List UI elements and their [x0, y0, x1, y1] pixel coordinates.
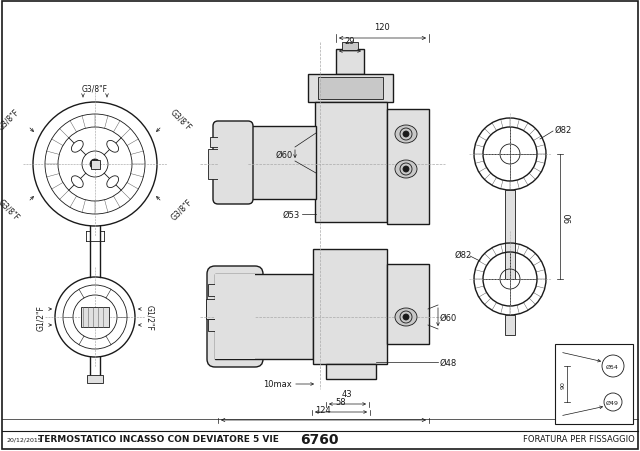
Text: 29: 29 — [345, 37, 355, 46]
Ellipse shape — [395, 308, 417, 326]
Text: 124: 124 — [315, 405, 331, 414]
Circle shape — [403, 132, 409, 138]
Text: Ø48: Ø48 — [440, 358, 457, 367]
Circle shape — [90, 160, 100, 170]
Text: Ø60: Ø60 — [440, 313, 457, 322]
Text: Ø49: Ø49 — [605, 400, 618, 405]
Bar — [313, 249, 387, 364]
Text: G3/8"F: G3/8"F — [82, 84, 108, 93]
FancyBboxPatch shape — [213, 122, 253, 205]
Ellipse shape — [107, 141, 118, 153]
Bar — [505, 315, 515, 335]
Bar — [87, 375, 103, 383]
Ellipse shape — [107, 176, 118, 188]
Bar — [90, 160, 99, 169]
Bar — [315, 103, 387, 222]
Bar — [215, 274, 313, 359]
Text: TERMOSTATICO INCASSO CON DEVIATORE 5 VIE: TERMOSTATICO INCASSO CON DEVIATORE 5 VIE — [38, 434, 279, 443]
Text: Ø82: Ø82 — [455, 250, 472, 259]
Text: 90: 90 — [561, 380, 566, 388]
Text: G3/8"F: G3/8"F — [0, 107, 21, 132]
Bar — [208, 285, 216, 296]
Text: Ø82: Ø82 — [555, 125, 572, 134]
Text: 10max: 10max — [263, 380, 292, 389]
Text: 20/12/2015: 20/12/2015 — [6, 437, 42, 442]
Text: 43: 43 — [342, 389, 352, 398]
Bar — [208, 319, 216, 331]
Bar — [81, 307, 109, 327]
Text: 6760: 6760 — [300, 432, 339, 446]
Bar — [208, 150, 220, 179]
Bar — [387, 110, 429, 225]
Text: G3/8"F: G3/8"F — [0, 197, 21, 222]
Ellipse shape — [72, 141, 83, 153]
Bar — [505, 191, 515, 279]
Text: 90: 90 — [564, 212, 573, 222]
Bar — [206, 299, 216, 319]
Circle shape — [403, 314, 409, 320]
Text: FORATURA PER FISSAGGIO: FORATURA PER FISSAGGIO — [524, 434, 635, 443]
Text: G3/8"F: G3/8"F — [169, 107, 194, 132]
Bar — [387, 264, 429, 344]
Bar — [218, 127, 316, 199]
Ellipse shape — [395, 126, 417, 144]
Bar — [318, 78, 383, 100]
Bar — [308, 75, 393, 103]
Bar — [555, 344, 633, 424]
Text: G1/2"F: G1/2"F — [145, 304, 154, 330]
Bar — [326, 364, 376, 379]
Bar — [215, 274, 255, 359]
Bar — [218, 127, 248, 199]
Text: G1/2"F: G1/2"F — [36, 304, 45, 330]
Bar — [336, 50, 364, 75]
Circle shape — [403, 166, 409, 173]
Bar — [342, 43, 358, 51]
Text: G3/8"F: G3/8"F — [169, 197, 194, 222]
Text: Ø54: Ø54 — [605, 364, 618, 368]
Text: 58: 58 — [336, 397, 346, 406]
Text: Ø53: Ø53 — [283, 210, 300, 219]
FancyBboxPatch shape — [207, 267, 263, 367]
Bar — [210, 138, 220, 147]
Ellipse shape — [72, 176, 83, 188]
Text: Ø60: Ø60 — [276, 150, 293, 159]
Text: 120: 120 — [374, 23, 390, 32]
Ellipse shape — [395, 161, 417, 179]
